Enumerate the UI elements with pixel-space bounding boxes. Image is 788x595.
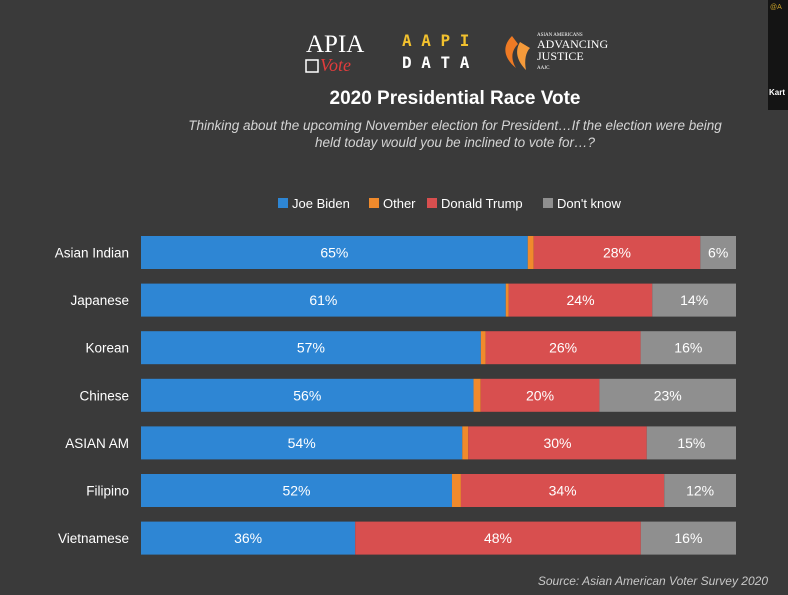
webcam-tag: @A bbox=[770, 4, 782, 11]
legend-swatch bbox=[543, 198, 553, 208]
bar-segment bbox=[141, 426, 463, 460]
webcam-name: Kart bbox=[769, 88, 786, 97]
bar-value-label: 34% bbox=[549, 483, 577, 499]
bar-segment bbox=[355, 521, 641, 555]
ballot-box-icon bbox=[305, 59, 319, 73]
chart-legend: Joe Biden Other Donald Trump Don't know bbox=[278, 196, 622, 211]
legend-label: Don't know bbox=[557, 196, 622, 211]
legend-label: Other bbox=[383, 196, 416, 211]
webcam-thumbnail bbox=[768, 0, 788, 110]
bar-segment bbox=[640, 331, 736, 365]
category-label: ASIAN AM bbox=[65, 436, 129, 451]
bar-value-label: 6% bbox=[708, 245, 728, 261]
chart-title: 2020 Presidential Race Vote bbox=[330, 88, 581, 109]
bar-value-label: 52% bbox=[282, 483, 310, 499]
bar-segment bbox=[533, 236, 701, 269]
bar-value-label: 36% bbox=[234, 530, 262, 546]
aaj-logo-small: ASIAN AMERICANS bbox=[537, 33, 583, 38]
bar-value-label: 15% bbox=[677, 435, 705, 451]
aaj-logo-line2: JUSTICE bbox=[537, 49, 584, 63]
bar-segment bbox=[468, 426, 647, 460]
chart-subtitle-line-1: Thinking about the upcoming November ele… bbox=[188, 118, 722, 133]
bar-segment bbox=[640, 521, 736, 555]
bar-value-label: 26% bbox=[549, 340, 577, 356]
bar-value-label: 28% bbox=[603, 245, 631, 261]
legend-swatch bbox=[369, 198, 379, 208]
bar-plot-area: Asian Indian 65% 28% 6% Japanese 61% 24% 14% Kor… bbox=[55, 236, 736, 555]
bar-segment bbox=[700, 236, 736, 269]
flame-icon bbox=[505, 36, 518, 68]
bar-value-label: 12% bbox=[686, 483, 714, 499]
bar-segment bbox=[505, 283, 509, 317]
advancing-justice-logo: ASIAN AMERICANS ADVANCING JUSTICE AAJC bbox=[505, 33, 608, 71]
bar-segment bbox=[480, 378, 600, 412]
bar-segment bbox=[485, 331, 641, 365]
bar-value-label: 20% bbox=[526, 387, 554, 403]
bar-segment bbox=[460, 474, 665, 507]
bar-segment bbox=[480, 331, 486, 365]
bar-value-label: 16% bbox=[674, 340, 702, 356]
bar-segment bbox=[599, 378, 736, 412]
bar-segment bbox=[527, 236, 534, 269]
bar-value-label: 48% bbox=[484, 530, 512, 546]
bar-segment bbox=[462, 426, 469, 460]
category-label: Korean bbox=[85, 341, 129, 356]
bar-segment bbox=[664, 474, 736, 507]
bar-value-label: 16% bbox=[674, 530, 702, 546]
bar-segment bbox=[141, 331, 481, 365]
bar-segment bbox=[141, 474, 452, 507]
bar-value-label: 56% bbox=[293, 387, 321, 403]
bar-value-label: 23% bbox=[654, 387, 682, 403]
bar-value-label: 61% bbox=[309, 292, 337, 308]
chart-subtitle-line-2: held today would you be inclined to vote… bbox=[315, 135, 595, 150]
legend-label: Donald Trump bbox=[441, 196, 523, 211]
bar-value-label: 54% bbox=[288, 435, 316, 451]
flame-icon-inner bbox=[517, 42, 530, 70]
aapi-logo-bottom: D A T A bbox=[402, 53, 470, 72]
bar-value-label: 14% bbox=[680, 292, 708, 308]
bar-value-label: 65% bbox=[320, 245, 348, 261]
bar-segment bbox=[141, 378, 474, 412]
bar-segment bbox=[646, 426, 736, 460]
category-label: Filipino bbox=[86, 484, 129, 499]
bar-segment bbox=[473, 378, 481, 412]
aaj-logo-line1: ADVANCING bbox=[537, 37, 608, 51]
bar-value-label: 30% bbox=[543, 435, 571, 451]
aapi-data-logo: A A P I D A T A bbox=[402, 31, 470, 72]
bar-segment bbox=[508, 283, 653, 317]
legend-swatch bbox=[278, 198, 288, 208]
apia-vote-logo: APIA Vote bbox=[305, 31, 364, 75]
bar-value-label: 57% bbox=[297, 340, 325, 356]
bar-segment bbox=[141, 283, 506, 317]
legend-swatch bbox=[427, 198, 437, 208]
aaj-logo-abbrev: AAJC bbox=[537, 66, 550, 71]
category-label: Japanese bbox=[70, 293, 129, 308]
legend-label: Joe Biden bbox=[292, 196, 350, 211]
bar-segment bbox=[141, 521, 356, 555]
bar-segment bbox=[141, 236, 528, 269]
category-label: Asian Indian bbox=[55, 246, 129, 261]
chart-source: Source: Asian American Voter Survey 2020 bbox=[538, 574, 768, 588]
bar-segment bbox=[652, 283, 736, 317]
bar-segment bbox=[451, 474, 461, 507]
aapi-logo-top: A A P I bbox=[402, 31, 469, 50]
category-label: Vietnamese bbox=[58, 531, 129, 546]
apia-logo-top: APIA bbox=[306, 31, 364, 58]
apia-logo-bottom: Vote bbox=[320, 55, 351, 75]
bar-value-label: 24% bbox=[567, 292, 595, 308]
category-label: Chinese bbox=[79, 388, 129, 403]
